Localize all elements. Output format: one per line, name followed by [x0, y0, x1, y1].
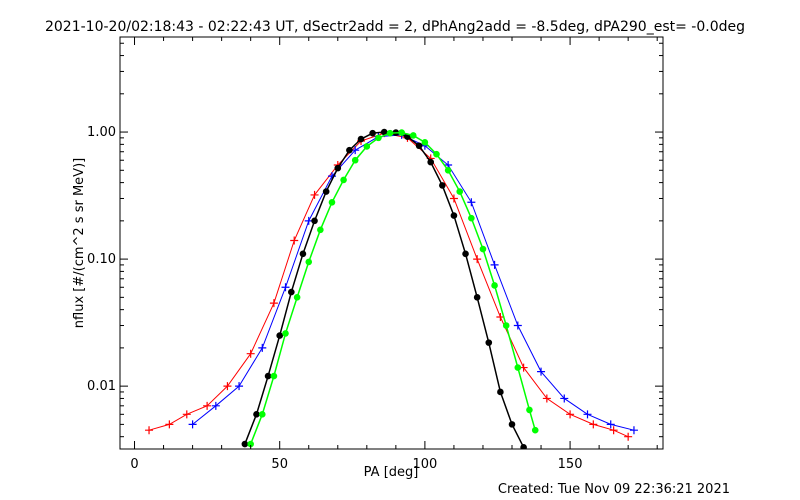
data-point-black — [357, 135, 365, 143]
data-point-green — [293, 294, 301, 301]
data-point-black — [299, 250, 307, 258]
series-layer — [145, 128, 638, 449]
data-point-black — [322, 188, 330, 195]
data-point-green — [247, 440, 254, 448]
data-point-black — [241, 440, 249, 448]
series-line-blue — [192, 134, 635, 431]
data-point-green — [444, 166, 452, 174]
data-point-black — [450, 212, 458, 219]
data-point-blue — [513, 321, 522, 330]
data-point-black — [334, 164, 342, 172]
data-point-red — [145, 426, 154, 435]
data-point-black — [346, 146, 353, 154]
y-tick-label: 1.00 — [87, 125, 116, 140]
data-point-blue — [606, 420, 615, 429]
data-point-green — [398, 129, 405, 136]
x-tick-label: 150 — [558, 457, 583, 472]
data-point-blue — [211, 401, 220, 410]
data-point-black — [473, 294, 481, 301]
data-point-blue — [258, 343, 267, 352]
data-point-black — [427, 158, 435, 166]
footer-created: Created: Tue Nov 09 22:36:21 2021 — [498, 482, 730, 497]
series-line-green — [249, 131, 536, 445]
data-point-red — [165, 420, 174, 429]
series-line-red — [148, 132, 629, 438]
data-point-blue — [281, 283, 290, 292]
data-point-green — [421, 139, 429, 146]
data-point-black — [497, 388, 504, 396]
data-point-red — [473, 255, 482, 264]
y-tick-label: 0.01 — [87, 379, 116, 394]
data-point-black — [415, 142, 423, 150]
x-axis-label: PA [deg] — [364, 465, 419, 480]
data-point-green — [270, 372, 278, 380]
data-point-green — [491, 282, 498, 289]
series-line-black — [244, 131, 525, 448]
data-point-black — [369, 129, 376, 137]
data-point-red — [310, 190, 319, 199]
y-tick-label: 0.10 — [87, 252, 116, 267]
data-point-black — [520, 444, 527, 449]
data-point-black — [439, 182, 446, 189]
data-point-green — [317, 226, 324, 234]
data-point-green — [514, 364, 522, 371]
data-point-black — [508, 421, 516, 428]
data-point-green — [375, 134, 382, 142]
data-point-green — [456, 188, 464, 195]
data-point-green — [526, 406, 533, 414]
y-axis-label: nflux [#/(cm^2 s sr MeV)] — [72, 158, 87, 328]
data-point-blue — [537, 367, 546, 376]
data-point-green — [340, 176, 347, 184]
data-point-green — [479, 245, 487, 253]
data-point-blue — [583, 410, 592, 419]
data-point-red — [566, 410, 575, 419]
data-point-black — [276, 332, 284, 339]
data-point-red — [624, 432, 633, 441]
x-tick-label: 100 — [412, 457, 437, 472]
data-point-green — [363, 143, 371, 150]
data-point-red — [542, 394, 551, 403]
data-point-black — [311, 217, 318, 225]
x-tick-label: 0 — [130, 457, 138, 472]
data-point-green — [351, 156, 359, 164]
data-point-red — [246, 349, 255, 358]
tick-layer: 0 50 100 150 0.01 0.10 1.00 — [87, 37, 663, 472]
data-point-red — [589, 420, 598, 429]
data-point-green — [305, 258, 313, 266]
data-point-green — [502, 322, 510, 329]
data-point-green — [531, 426, 539, 434]
data-point-red — [182, 410, 191, 419]
data-point-blue — [490, 260, 499, 269]
data-point-red — [449, 194, 458, 203]
plot-frame — [119, 36, 664, 450]
data-point-red — [269, 299, 278, 308]
data-point-red — [609, 426, 618, 435]
data-point-black — [288, 288, 295, 296]
data-point-black — [462, 250, 469, 258]
data-point-green — [433, 150, 440, 158]
data-point-blue — [560, 394, 569, 403]
x-tick-label: 50 — [271, 457, 288, 472]
data-point-green — [258, 411, 266, 418]
data-point-green — [386, 129, 394, 137]
data-point-red — [290, 236, 299, 245]
data-point-black — [253, 411, 260, 418]
data-point-red — [223, 382, 232, 391]
data-point-blue — [235, 382, 244, 391]
data-point-blue — [629, 426, 638, 435]
data-point-green — [328, 198, 336, 206]
data-point-black — [380, 128, 388, 136]
data-point-blue — [188, 420, 197, 429]
data-point-green — [409, 132, 417, 139]
data-point-black — [264, 372, 272, 380]
data-point-blue — [467, 198, 476, 207]
data-point-red — [203, 401, 212, 410]
data-point-green — [282, 330, 289, 337]
data-point-green — [468, 214, 475, 222]
data-point-black — [485, 339, 493, 346]
chart-title: 2021-10-20/02:18:43 - 02:22:43 UT, dSect… — [45, 19, 745, 35]
